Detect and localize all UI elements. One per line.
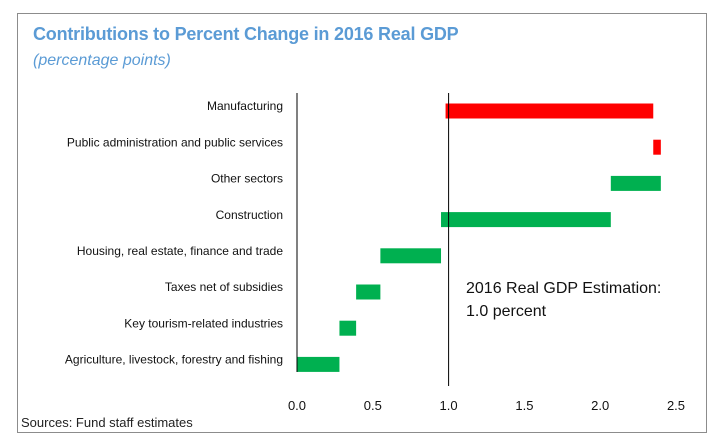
category-label: Public administration and public service… <box>67 135 283 149</box>
reference-line-label: 2016 Real GDP Estimation: <box>466 280 661 297</box>
category-label: Taxes net of subsidies <box>165 280 283 294</box>
bar <box>445 103 654 119</box>
bar-group <box>297 103 661 372</box>
category-label: Manufacturing <box>207 99 283 113</box>
x-tick-label: 0.5 <box>364 398 382 413</box>
category-label: Construction <box>216 208 283 222</box>
reference-note: 2016 Real GDP Estimation: 1.0 percent <box>448 93 661 386</box>
bar <box>441 212 611 228</box>
category-label: Other sectors <box>211 172 283 186</box>
x-tick-label: 0.0 <box>288 398 306 413</box>
x-tick-label: 2.0 <box>591 398 609 413</box>
bar <box>297 356 340 372</box>
category-label: Key tourism-related industries <box>124 316 283 330</box>
bar <box>380 248 442 264</box>
category-labels: Manufacturing Public administration and p… <box>65 99 283 366</box>
chart-title: Contributions to Percent Change in 2016 … <box>33 24 459 44</box>
x-tick-label: 1.0 <box>440 398 458 413</box>
bar <box>653 139 661 155</box>
category-label: Housing, real estate, finance and trade <box>77 244 283 258</box>
source-note: Sources: Fund staff estimates <box>21 415 193 430</box>
axis-group: 0.0 0.5 1.0 1.5 2.0 2.5 <box>288 93 685 413</box>
bar <box>339 320 357 336</box>
reference-line-label: 1.0 percent <box>466 303 547 320</box>
bar <box>610 175 661 191</box>
chart-subtitle: (percentage points) <box>33 52 171 69</box>
x-tick-label: 1.5 <box>515 398 533 413</box>
bar <box>356 284 381 300</box>
x-tick-label: 2.5 <box>667 398 685 413</box>
category-label: Agriculture, livestock, forestry and fis… <box>65 353 283 367</box>
